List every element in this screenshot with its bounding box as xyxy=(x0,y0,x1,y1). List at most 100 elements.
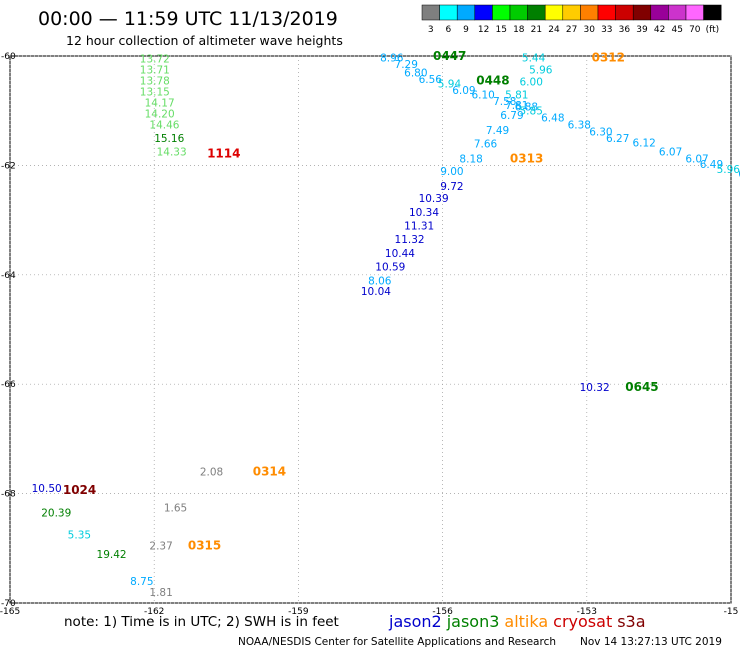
swh-data-label: 8.96 xyxy=(380,53,404,65)
swh-data-label: 9.72 xyxy=(440,181,463,193)
swh-data-label: 13.15 xyxy=(140,87,170,99)
legend-label: 42 xyxy=(654,25,665,35)
legend-label: 70 xyxy=(689,25,701,35)
legend-unit: (ft) xyxy=(706,25,720,35)
swh-data-label: 6.56 xyxy=(419,74,443,86)
legend-label: 9 xyxy=(463,25,469,35)
legend-swatch xyxy=(597,4,616,21)
swh-data-label: 15.16 xyxy=(154,133,184,145)
x-axis-ticks: -165 -162 -159 -156 -153 -15 xyxy=(0,607,738,617)
plot-area: -165 -162 -159 -156 -153 -15 -60-62-64-66-68-… xyxy=(0,49,740,617)
swh-data-label: 5.44 xyxy=(522,53,546,65)
legend-swatch xyxy=(632,4,652,21)
footer-credit: NOAA/NESDIS Center for Satellite Applica… xyxy=(238,636,556,648)
swh-data-label: 6.38 xyxy=(568,119,591,131)
swh-data-label: 6.13 xyxy=(738,169,740,181)
x-tick-label: -162 xyxy=(144,607,164,617)
swh-data-label: 6.30 xyxy=(589,126,612,138)
swh-data-label: 6.79 xyxy=(500,110,523,122)
pass-time-labels: 0447044803120313111400645102403140315 xyxy=(63,49,659,553)
legend-swatch xyxy=(509,4,528,21)
swh-data-label: 1.65 xyxy=(164,502,187,514)
swh-data-label: 5.85 xyxy=(520,106,543,118)
pass-time-label: 0645 xyxy=(625,380,658,394)
swh-data-label: 20.39 xyxy=(41,508,71,520)
footer-timestamp: Nov 14 13:27:13 UTC 2019 xyxy=(580,636,722,648)
satellite-name: cryosat xyxy=(553,612,612,631)
swh-data-label: 14.17 xyxy=(145,97,175,109)
swh-data-label: 6.80 xyxy=(404,67,427,79)
swh-data-label: 13.72 xyxy=(140,54,170,66)
swh-data-label: 10.32 xyxy=(580,382,610,394)
swh-data-label: 6.12 xyxy=(632,137,655,149)
satellite-name: s3a xyxy=(617,612,645,631)
legend-swatch xyxy=(615,4,634,21)
legend-label: 6 xyxy=(446,25,452,35)
legend-label: 45 xyxy=(671,25,682,35)
pass-time-label: 0312 xyxy=(592,51,625,65)
pass-time-label: 0447 xyxy=(433,49,466,63)
x-tick-label: -159 xyxy=(288,607,309,617)
pass-time-label: 0314 xyxy=(253,465,286,479)
pass-time-label: 1114 xyxy=(207,146,240,160)
y-tick-label: -66 xyxy=(1,380,16,390)
legend-label: 3 xyxy=(428,25,434,35)
swh-data-label: 6.48 xyxy=(541,112,564,124)
y-tick-label: -70 xyxy=(1,599,16,609)
swh-data-label: 2.37 xyxy=(149,541,172,553)
legend-label: 39 xyxy=(636,25,648,35)
satellite-legend: jason2 jason3 altika cryosat s3a xyxy=(388,612,646,631)
x-tick-label: -165 xyxy=(0,607,20,617)
swh-data-label: 5.35 xyxy=(68,530,91,542)
swh-data-label: 13.78 xyxy=(140,76,170,88)
swh-data-label: 10.39 xyxy=(419,193,449,205)
swh-data-label: 6.07 xyxy=(685,153,708,165)
swh-data-label: 7.58 xyxy=(493,96,516,108)
legend-swatch xyxy=(703,4,722,21)
swh-data-label: 8.06 xyxy=(368,275,392,287)
swh-data-label: 10.44 xyxy=(385,248,415,260)
y-tick-label: -62 xyxy=(1,161,16,171)
x-tick-label: -156 xyxy=(432,607,453,617)
chart-subtitle: 12 hour collection of altimeter wave hei… xyxy=(66,33,343,48)
swh-data-label: 6.88 xyxy=(515,101,538,113)
pass-time-label: 1024 xyxy=(63,483,96,497)
swh-data-label: 7.49 xyxy=(486,125,509,137)
legend-swatch xyxy=(580,4,599,21)
y-tick-label: -68 xyxy=(1,490,16,500)
satellite-name: jason2 xyxy=(388,612,442,631)
pass-time-label: 0313 xyxy=(510,151,543,165)
legend-label: 30 xyxy=(583,25,595,35)
swh-data-label: 14.20 xyxy=(145,108,175,120)
pass-time-label: 0315 xyxy=(188,539,221,553)
swh-data-label: 13.71 xyxy=(140,65,170,77)
swh-data-label: 5.94 xyxy=(438,78,462,90)
swh-data-label: 6.00 xyxy=(520,77,543,89)
swh-data-label: 7.81 xyxy=(505,100,528,112)
chart-title: 00:00 — 11:59 UTC 11/13/2019 xyxy=(38,8,338,30)
legend-swatch xyxy=(492,4,511,21)
swh-data-label: 6.27 xyxy=(606,133,629,145)
swh-data-label: 6.49 xyxy=(700,159,723,171)
swh-data-label: 10.50 xyxy=(32,483,62,495)
swh-data-label: 11.32 xyxy=(395,234,425,246)
legend-swatch xyxy=(421,4,440,21)
swh-data-label: 6.09 xyxy=(452,85,475,97)
footnote: note: 1) Time is in UTC; 2) SWH is in fe… xyxy=(64,614,339,630)
swh-data-label: 2.08 xyxy=(200,467,223,479)
swh-data-label: 9.00 xyxy=(440,166,463,178)
legend-label: 15 xyxy=(495,25,506,35)
legend-label: 33 xyxy=(601,25,612,35)
swh-data-label: 5.96 xyxy=(717,164,740,176)
legend-swatch xyxy=(685,4,704,21)
x-tick-label: -153 xyxy=(577,607,597,617)
legend-swatch xyxy=(544,4,564,21)
y-axis-ticks: -60 -62 -64 -66 -68 -70 xyxy=(1,52,16,609)
swh-data-label: 8.18 xyxy=(459,153,482,165)
swh-data-label: 19.42 xyxy=(97,549,127,561)
swh-data-label: 8.75 xyxy=(130,576,153,588)
satellite-name: altika xyxy=(504,612,548,631)
swh-data-label: 5.81 xyxy=(505,89,528,101)
